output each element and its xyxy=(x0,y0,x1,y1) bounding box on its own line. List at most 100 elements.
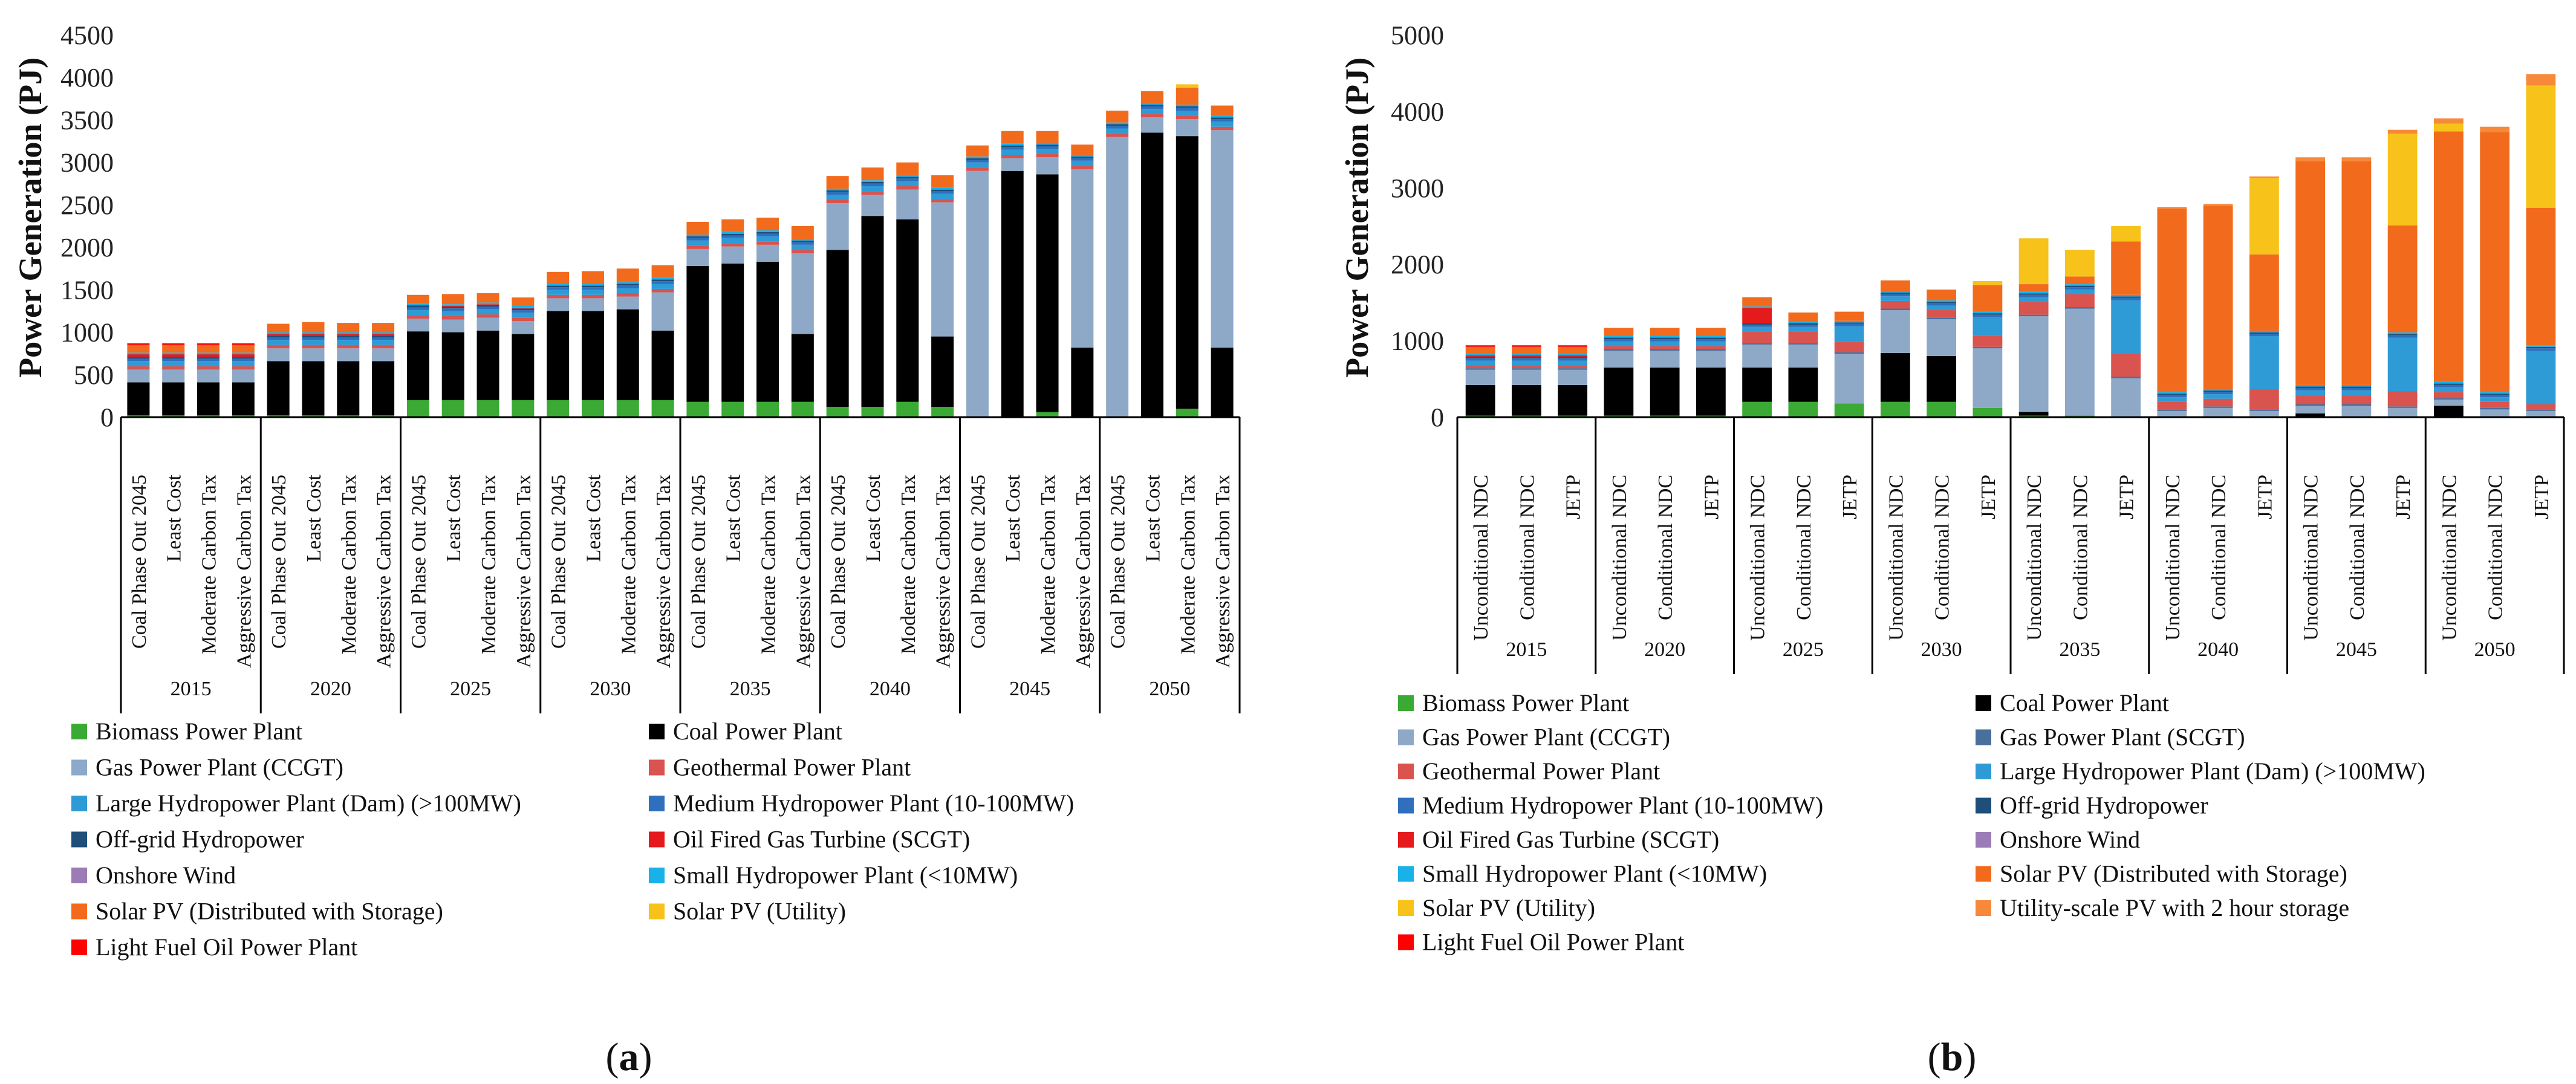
bar-segment xyxy=(1650,346,1680,349)
bar-segment xyxy=(197,361,220,366)
bar-segment xyxy=(1071,144,1094,155)
bar-segment xyxy=(2203,204,2233,206)
bar-segment xyxy=(1036,412,1059,417)
bar-segment xyxy=(1927,310,1957,318)
category-tick-label: JETP xyxy=(2254,475,2276,519)
bar-segment xyxy=(2018,293,2049,295)
bar-segment xyxy=(2295,404,2326,406)
legend-label: Gas Power Plant (CCGT) xyxy=(96,754,343,781)
bar-segment xyxy=(547,294,570,299)
bar-segment xyxy=(2157,411,2187,417)
bar-segment xyxy=(2295,390,2326,395)
bar-segment xyxy=(686,245,709,249)
bar-segment xyxy=(1742,297,1772,307)
legend-swatch xyxy=(649,724,665,739)
bar-segment xyxy=(2249,254,2279,331)
bar-segment xyxy=(931,336,954,407)
category-tick-label: Aggressive Carbon Tax xyxy=(513,475,535,668)
bar-segment xyxy=(1880,310,1910,353)
bar-segment xyxy=(127,361,150,366)
bar-segment xyxy=(686,235,709,236)
bar-segment xyxy=(232,382,255,416)
legend-label: Off-grid Hydropower xyxy=(2000,792,2208,819)
bar-segment xyxy=(512,400,535,417)
bar-segment xyxy=(1001,131,1024,144)
category-tick-label: Aggressive Carbon Tax xyxy=(932,475,955,668)
bar-segment xyxy=(896,162,919,175)
bar-segment xyxy=(931,187,954,190)
bar-segment xyxy=(2249,409,2279,411)
bar-segment xyxy=(1106,128,1129,134)
bar-segment xyxy=(2203,389,2233,391)
bar-segment xyxy=(197,369,220,383)
legend-swatch xyxy=(649,796,665,811)
bar-segment xyxy=(547,400,570,417)
bar-segment xyxy=(1927,305,1957,311)
bar-segment xyxy=(232,354,255,357)
bar-segment xyxy=(2203,392,2233,395)
bar-segment xyxy=(2018,316,2049,412)
bar-segment xyxy=(1880,308,1910,311)
legend-swatch xyxy=(1398,900,1414,916)
y-tick-label: 4000 xyxy=(60,63,114,92)
group-tick-label: 2025 xyxy=(450,678,491,700)
bar-segment xyxy=(616,282,639,284)
legend-swatch xyxy=(71,831,87,848)
bar-segment xyxy=(1834,341,1864,352)
category-tick-label: Conditional NDC xyxy=(1931,475,1954,620)
bar-segment xyxy=(721,246,744,264)
bar-segment xyxy=(581,294,604,299)
legend-label: Large Hydropower Plant (Dam) (>100MW) xyxy=(96,790,521,817)
group-tick-label: 2030 xyxy=(1921,638,1962,661)
bar-segment xyxy=(861,407,884,417)
bar-segment xyxy=(1465,358,1495,361)
bar-segment xyxy=(476,293,499,303)
bar-segment xyxy=(302,337,325,340)
bar-segment xyxy=(1001,158,1024,171)
bar-segment xyxy=(1742,344,1772,368)
legend-label: Light Fuel Oil Power Plant xyxy=(1422,929,1684,956)
legend-label: Off-grid Hydropower xyxy=(96,826,304,853)
bar-segment xyxy=(1511,365,1541,369)
bar-segment xyxy=(1176,110,1199,116)
legend-label: Oil Fired Gas Turbine (SCGT) xyxy=(1422,826,1719,853)
bar-segment xyxy=(337,340,360,345)
bar-segment xyxy=(686,240,709,246)
bar-segment xyxy=(1511,360,1541,366)
bar-segment xyxy=(1927,355,1957,402)
bar-segment xyxy=(1106,122,1129,125)
bar-segment xyxy=(686,221,709,235)
bar-segment xyxy=(1834,403,1864,417)
bar-segment xyxy=(1973,285,2003,312)
bar-segment xyxy=(441,294,464,305)
y-tick-label: 3500 xyxy=(60,105,114,135)
bar-segment xyxy=(966,156,989,158)
bar-segment xyxy=(721,401,744,417)
bar-segment xyxy=(2018,291,2049,294)
bar-segment xyxy=(197,354,220,357)
category-tick-label: Unconditional NDC xyxy=(2300,475,2323,641)
legend-swatch xyxy=(1398,934,1414,950)
bar-segment xyxy=(267,334,290,336)
bar-segment xyxy=(1211,115,1234,118)
bar-segment xyxy=(2018,284,2049,292)
legend-label: Solar PV (Distributed with Storage) xyxy=(96,898,443,925)
bar-segment xyxy=(127,382,150,416)
legend-label: Geothermal Power Plant xyxy=(1422,758,1660,785)
bar-segment xyxy=(2433,392,2464,398)
bar-segment xyxy=(232,369,255,383)
bar-segment xyxy=(1650,339,1680,342)
bar-segment xyxy=(372,323,395,333)
bar-segment xyxy=(791,226,814,239)
bar-segment xyxy=(1176,88,1199,105)
y-tick-label: 1000 xyxy=(1391,326,1444,356)
bar-segment xyxy=(826,250,849,407)
bar-segment xyxy=(791,244,814,250)
bar-segment xyxy=(127,354,150,357)
bar-segment xyxy=(1211,126,1234,131)
bar-segment xyxy=(1696,341,1726,346)
bar-segment xyxy=(2387,129,2418,134)
legend-label: Onshore Wind xyxy=(96,862,236,889)
bar-segment xyxy=(1973,311,2003,314)
bar-segment xyxy=(1973,281,2003,285)
